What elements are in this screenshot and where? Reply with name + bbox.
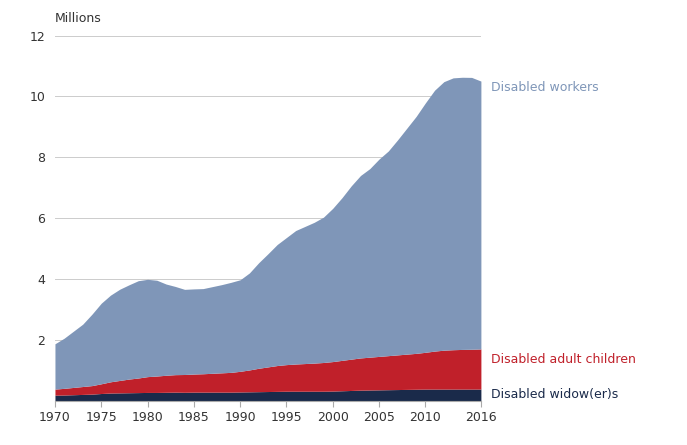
Text: Disabled workers: Disabled workers bbox=[491, 81, 599, 94]
Text: Disabled widow(er)s: Disabled widow(er)s bbox=[491, 388, 618, 401]
Text: Disabled adult children: Disabled adult children bbox=[491, 353, 636, 366]
Text: Millions: Millions bbox=[55, 12, 102, 24]
